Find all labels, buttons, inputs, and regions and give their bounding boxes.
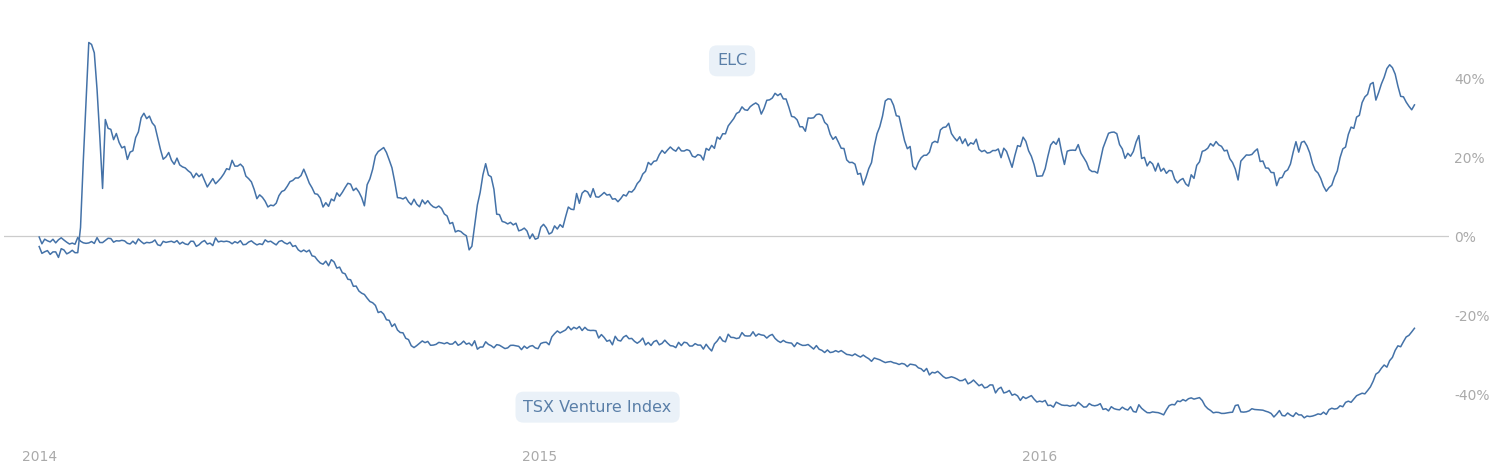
- Text: ELC: ELC: [717, 53, 747, 68]
- Text: TSX Venture Index: TSX Venture Index: [523, 400, 672, 415]
